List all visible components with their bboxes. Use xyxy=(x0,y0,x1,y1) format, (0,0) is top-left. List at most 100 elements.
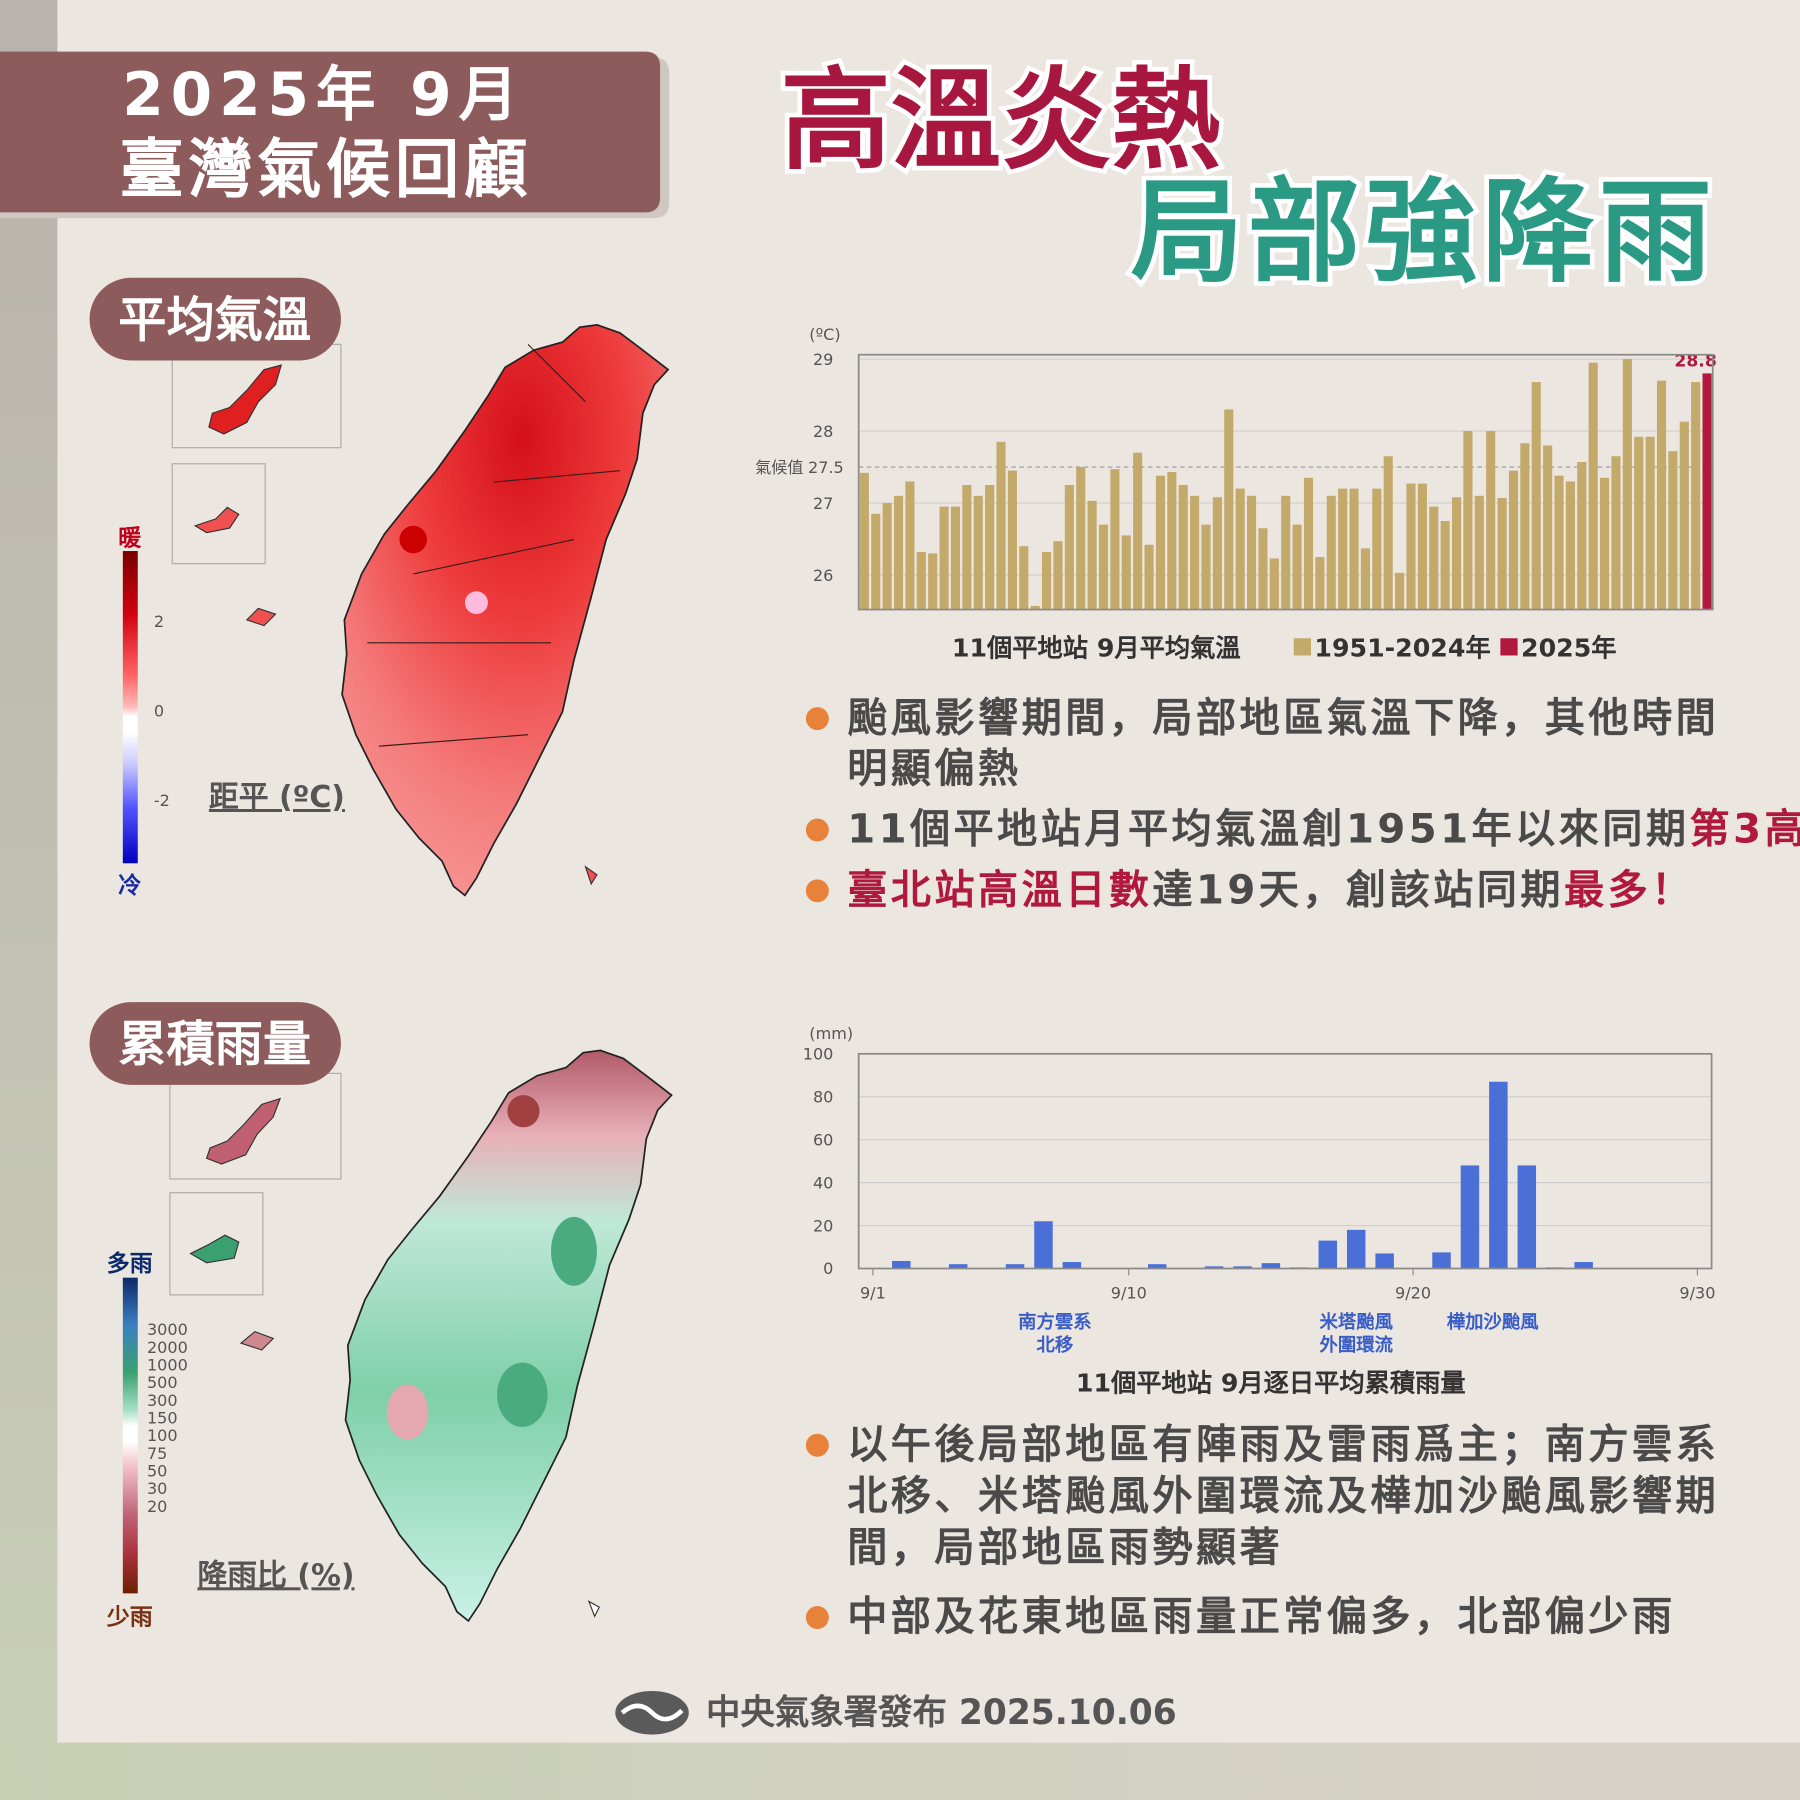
x-tick-label: 9/1 xyxy=(860,1283,886,1302)
y-tick-label: 0 xyxy=(823,1259,833,1278)
annotation: 北移 xyxy=(1036,1334,1073,1356)
bar xyxy=(948,1264,968,1269)
legend-tick-label: 20 xyxy=(147,1497,167,1516)
legend-high: 暖 xyxy=(118,525,142,551)
note-line: 明顯偏熱 xyxy=(847,746,1021,792)
bar xyxy=(1034,1221,1053,1269)
map-patch xyxy=(386,1384,429,1440)
inset-box xyxy=(169,1192,264,1296)
y-tick-label: 20 xyxy=(813,1216,833,1235)
note-line: 以午後局部地區有陣雨及雷雨爲主；南方雲系 xyxy=(847,1422,1719,1468)
bar xyxy=(1517,1165,1537,1269)
bar xyxy=(1053,541,1063,610)
bar xyxy=(893,495,904,610)
legend-tick-label: -2 xyxy=(154,791,170,810)
bar xyxy=(1030,605,1040,610)
bar xyxy=(1235,488,1245,610)
bar xyxy=(1318,1240,1338,1269)
legend-tick-label: 1000 xyxy=(147,1355,188,1374)
bar xyxy=(1201,524,1211,610)
map-patch xyxy=(399,525,428,554)
bar xyxy=(1383,456,1393,610)
island xyxy=(239,1330,275,1351)
legend-tick-label: 3000 xyxy=(147,1320,188,1339)
section-pill xyxy=(89,1002,341,1085)
bar xyxy=(939,506,949,610)
legend-tick-label: 100 xyxy=(147,1426,178,1445)
note-segment: 第3高 xyxy=(1690,807,1800,853)
bar xyxy=(1110,469,1120,610)
map-patch xyxy=(464,591,488,615)
legend-swatch xyxy=(1500,638,1518,656)
bar xyxy=(859,472,869,610)
note-segment: 最多！ xyxy=(1564,867,1695,913)
plot-frame xyxy=(857,1052,1713,1270)
bar xyxy=(1497,497,1507,610)
bar xyxy=(1062,1262,1082,1269)
section-title: 平均氣溫 xyxy=(118,292,311,348)
island xyxy=(245,607,277,627)
bar xyxy=(1007,470,1017,610)
bar xyxy=(1429,506,1439,610)
bar xyxy=(1204,1266,1224,1269)
bar xyxy=(1489,1081,1508,1269)
headline: 局部強降雨 xyxy=(1131,167,1716,298)
legend-low: 少雨 xyxy=(106,1604,153,1630)
bar xyxy=(1574,1262,1593,1269)
bar xyxy=(1246,495,1257,610)
bullet-dot xyxy=(805,1605,829,1629)
bar xyxy=(871,513,881,610)
bar xyxy=(1147,1264,1167,1269)
legend-tick-label: 300 xyxy=(147,1391,178,1410)
bar xyxy=(1691,382,1701,610)
map-patch xyxy=(507,1095,540,1128)
legend-tick-label: 30 xyxy=(147,1479,167,1498)
annotation: 南方雲系 xyxy=(1018,1311,1091,1333)
header-title: 臺灣氣候回顧 xyxy=(119,133,532,208)
bar xyxy=(1303,477,1314,610)
bar xyxy=(1064,485,1074,610)
bullet-dot xyxy=(805,1433,829,1457)
color-bar xyxy=(122,551,138,864)
bar xyxy=(1315,557,1325,610)
note-segment: 臺北站高溫日數 xyxy=(847,867,1152,913)
note-segment: 明顯偏熱 xyxy=(847,746,1021,792)
y-tick-label: 80 xyxy=(813,1088,833,1107)
bar xyxy=(1281,495,1291,610)
bar xyxy=(1702,373,1712,610)
bar xyxy=(1451,497,1462,610)
bar xyxy=(996,441,1006,610)
y-tick-label: 29 xyxy=(813,350,833,369)
bar xyxy=(950,506,961,610)
legend-swatch xyxy=(1293,638,1311,656)
island xyxy=(584,865,598,886)
map-patch xyxy=(497,1362,548,1427)
data-label: 28.8 xyxy=(1674,352,1716,372)
bar xyxy=(892,1260,911,1269)
bar xyxy=(916,551,926,610)
map-patch xyxy=(551,1216,597,1286)
bar xyxy=(1634,436,1644,610)
bar xyxy=(882,503,892,610)
annotation: 米塔颱風 xyxy=(1319,1311,1393,1333)
bar xyxy=(1269,558,1279,610)
legend-tick-label: 500 xyxy=(147,1373,178,1392)
bar xyxy=(1155,475,1166,610)
annotation: 樺加沙颱風 xyxy=(1447,1311,1539,1333)
header-box xyxy=(0,51,661,213)
bar xyxy=(1178,485,1188,610)
y-tick-label: 26 xyxy=(813,566,833,585)
bar xyxy=(1098,524,1109,610)
bar xyxy=(1508,470,1519,610)
color-bar xyxy=(122,1277,138,1594)
bar xyxy=(1121,535,1131,610)
x-axis-label: 11個平地站 9月逐日平均累積雨量 xyxy=(1076,1368,1466,1397)
bar xyxy=(1668,451,1678,610)
bar xyxy=(1261,1263,1281,1269)
bar xyxy=(1565,481,1575,610)
legend-tick-label: 0 xyxy=(154,701,164,720)
reference-label: 氣候值 27.5 xyxy=(755,458,844,477)
bar xyxy=(1144,544,1154,610)
bar xyxy=(1432,1252,1451,1269)
bar xyxy=(985,485,995,610)
